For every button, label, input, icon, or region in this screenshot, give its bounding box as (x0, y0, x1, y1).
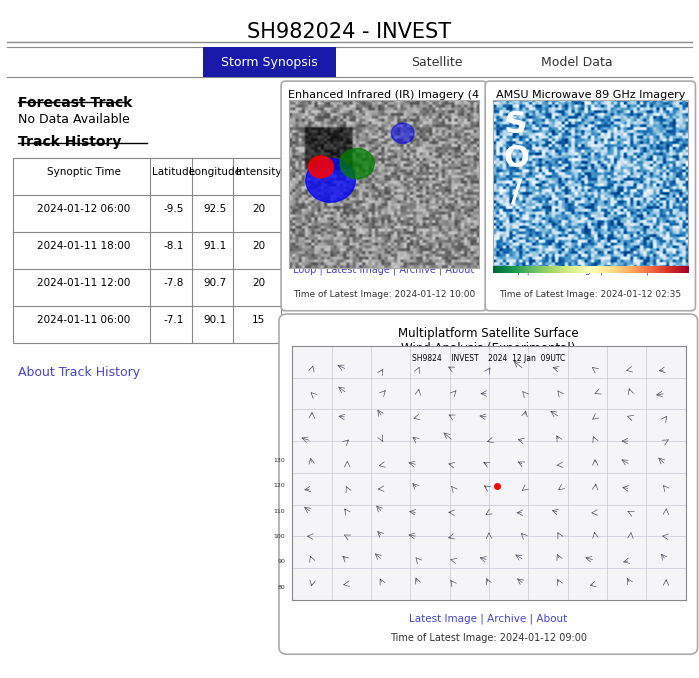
Text: 2024-01-11 12:00: 2024-01-11 12:00 (37, 279, 131, 288)
Text: 2024-01-12 06:00: 2024-01-12 06:00 (37, 204, 131, 214)
Text: 20: 20 (252, 279, 265, 288)
Text: SH982024 - INVEST: SH982024 - INVEST (247, 22, 452, 42)
Circle shape (305, 159, 355, 202)
Text: 110: 110 (273, 508, 285, 513)
Text: Loop | Latest Image | Archive | About: Loop | Latest Image | Archive | About (500, 265, 681, 275)
Text: AMSU Microwave 89 GHz Imagery
(4 km Mercator): AMSU Microwave 89 GHz Imagery (4 km Merc… (496, 90, 685, 112)
FancyBboxPatch shape (279, 314, 698, 654)
Text: Intensity: Intensity (236, 167, 282, 178)
Text: Time of Latest Image: 2024-01-12 02:35: Time of Latest Image: 2024-01-12 02:35 (499, 290, 682, 300)
Text: 80: 80 (278, 585, 285, 590)
Text: Model Data: Model Data (541, 56, 612, 69)
Text: 130: 130 (273, 458, 285, 462)
Text: No Data Available: No Data Available (18, 113, 130, 125)
Text: Synoptic Time: Synoptic Time (47, 167, 121, 178)
Text: Track History: Track History (18, 136, 122, 149)
Text: 20: 20 (252, 241, 265, 252)
Text: -7.1: -7.1 (163, 315, 184, 325)
Text: 90: 90 (278, 559, 285, 564)
Text: Multiplatform Satellite Surface
Wind Analysis (Experimental): Multiplatform Satellite Surface Wind Ana… (398, 327, 579, 355)
Text: Loop | Latest Image | Archive | About: Loop | Latest Image | Archive | About (293, 265, 475, 275)
Text: -9.5: -9.5 (163, 204, 184, 214)
Text: 92.5: 92.5 (203, 204, 227, 214)
Text: 2024-01-11 06:00: 2024-01-11 06:00 (37, 315, 131, 325)
FancyBboxPatch shape (485, 81, 696, 311)
Text: Storm Synopsis: Storm Synopsis (221, 56, 317, 69)
Text: Longitude: Longitude (189, 167, 241, 178)
Text: 90.7: 90.7 (203, 279, 227, 288)
Text: Latitude: Latitude (152, 167, 195, 178)
Text: 20: 20 (252, 204, 265, 214)
FancyBboxPatch shape (13, 158, 281, 343)
Text: 100: 100 (273, 534, 285, 539)
Text: About Track History: About Track History (18, 366, 140, 379)
Text: SH9824    INVEST    2024  12 Jan  09UTC: SH9824 INVEST 2024 12 Jan 09UTC (412, 354, 565, 363)
Text: Latest Image | Archive | About: Latest Image | Archive | About (409, 614, 568, 624)
Circle shape (340, 148, 374, 179)
Text: Time of Latest Image: 2024-01-12 10:00: Time of Latest Image: 2024-01-12 10:00 (293, 290, 475, 300)
Text: 120: 120 (273, 483, 285, 488)
Text: -7.8: -7.8 (163, 279, 184, 288)
Circle shape (391, 123, 415, 143)
Text: 15: 15 (252, 315, 265, 325)
Text: S
O
/: S O / (503, 111, 529, 207)
Text: Forecast Track: Forecast Track (18, 96, 133, 110)
Text: -8.1: -8.1 (163, 241, 184, 252)
Text: Satellite: Satellite (411, 56, 463, 69)
Text: 90.1: 90.1 (203, 315, 227, 325)
Text: 91.1: 91.1 (203, 241, 227, 252)
Text: Enhanced Infrared (IR) Imagery (4
km Mercator): Enhanced Infrared (IR) Imagery (4 km Mer… (288, 90, 480, 112)
Text: Time of Latest Image: 2024-01-12 09:00: Time of Latest Image: 2024-01-12 09:00 (390, 633, 586, 643)
Circle shape (309, 156, 333, 178)
Text: 2024-01-11 18:00: 2024-01-11 18:00 (37, 241, 131, 252)
FancyBboxPatch shape (281, 81, 487, 311)
